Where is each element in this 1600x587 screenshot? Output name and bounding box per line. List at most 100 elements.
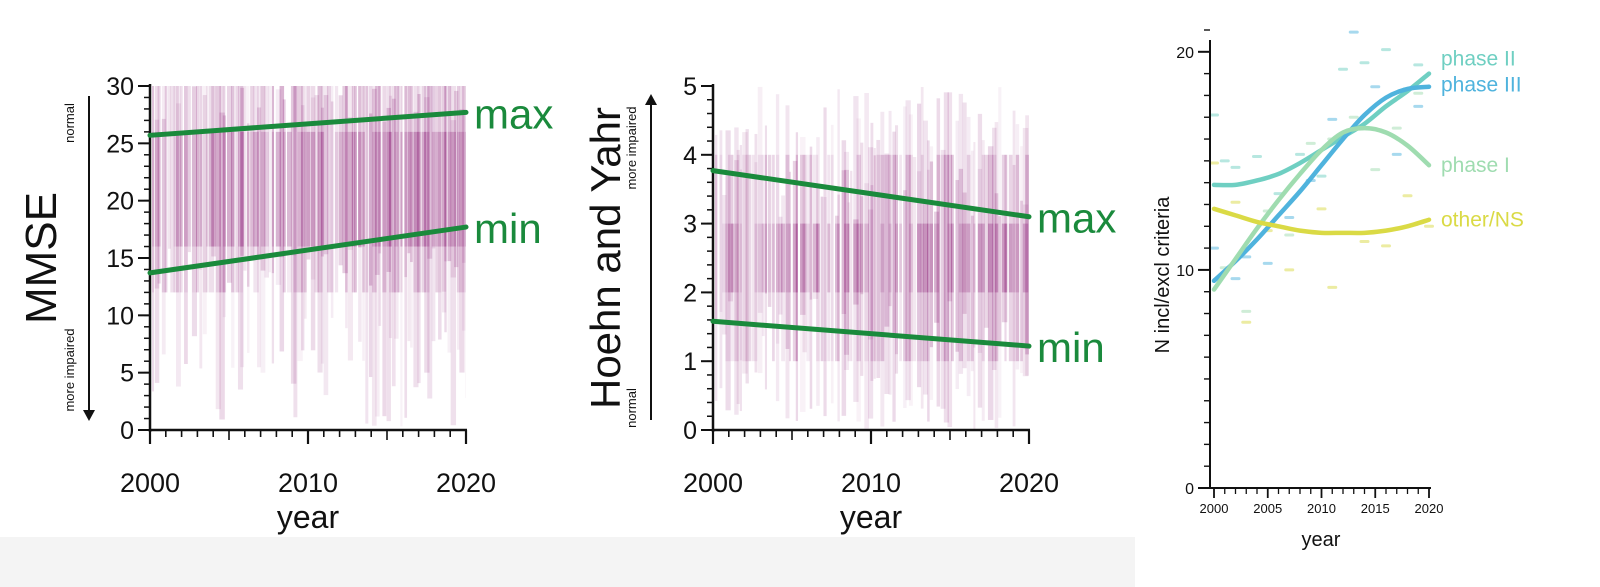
x-tick-label: 2010 [1307, 501, 1336, 516]
y-tick-label: 1 [683, 348, 697, 376]
heatmap-bar [391, 98, 396, 293]
heatmap-bar [837, 89, 840, 422]
heatmap-bar [287, 122, 292, 293]
heatmap-bar [371, 131, 377, 247]
heatmap-bar [725, 223, 731, 293]
heatmap-bar [827, 223, 831, 293]
heatmap-bar [880, 154, 885, 362]
heatmap-bar [1004, 154, 1007, 362]
heatmap-bar [410, 86, 413, 348]
mmse-direction-bottom: more impaired [62, 328, 77, 411]
heatmap-bar [351, 86, 356, 293]
marker-phase-iii [1284, 216, 1295, 220]
heatmap-bar [715, 134, 718, 401]
y-tick-label: 20 [106, 188, 134, 216]
y-tick-label: 10 [1176, 263, 1194, 280]
heatmap-bar [876, 154, 881, 362]
x-tick-label: 2020 [1415, 501, 1444, 516]
heatmap-bar [1020, 146, 1023, 374]
heatmap-bar [761, 223, 765, 293]
trend-line-phase-iii [1211, 84, 1432, 284]
heatmap-bar [987, 223, 994, 293]
heatmap-bar [222, 115, 227, 293]
heatmap-bar [271, 86, 275, 364]
heatmap-bar [438, 86, 442, 293]
heatmap-bar [715, 154, 718, 321]
heatmap-bar [462, 86, 466, 263]
heatmap-bar [386, 107, 391, 272]
heatmap-bar [1022, 204, 1029, 350]
heatmap-bar [310, 97, 316, 280]
heatmap-bar [235, 86, 239, 293]
heatmap-bar [240, 131, 245, 247]
heatmap-bar [279, 86, 285, 352]
heatmap-bar [202, 86, 207, 335]
fit-line-max [147, 109, 469, 138]
heatmap-bar [441, 86, 447, 313]
heatmap-bar [816, 137, 820, 406]
heatmap-bar [247, 131, 250, 247]
heatmap-bar [282, 99, 286, 293]
heatmap-bar [226, 131, 232, 247]
heatmap-bar [1020, 200, 1023, 362]
heatmap-bar [905, 154, 911, 362]
heatmap-bar [962, 102, 967, 369]
heatmap-bar [856, 118, 861, 422]
heatmap-bar [966, 223, 971, 293]
heatmap-bar [282, 131, 286, 247]
heatmap-bar [215, 131, 221, 247]
heatmap-bar [358, 86, 362, 342]
heatmap-bar [421, 86, 426, 293]
marker-phase-i [1305, 141, 1316, 145]
heatmap-bar [199, 86, 203, 369]
heatmap-bar [226, 86, 232, 283]
heatmap-bar [994, 223, 999, 293]
hoehn-yahr-heatmap-bars [715, 86, 1029, 430]
heatmap-bar [180, 131, 183, 247]
heatmap-bar [253, 86, 259, 293]
heatmap-bar [205, 86, 209, 293]
marker-phase-iii [1262, 261, 1273, 265]
heatmap-bar [400, 86, 403, 293]
heatmap-bar [764, 125, 768, 390]
heatmap-bar [806, 223, 811, 293]
heatmap-bar [378, 86, 382, 326]
heatmap-bar [164, 86, 168, 293]
heatmap-bar [431, 86, 436, 249]
heatmap-bar [320, 107, 325, 257]
hoehn-yahr-arrow-head-icon [645, 94, 657, 105]
heatmap-bar [800, 154, 806, 315]
heatmap-bar [176, 86, 181, 387]
heatmap-bar [375, 131, 380, 247]
marker-phase-ii [1209, 113, 1219, 117]
heatmap-bar [742, 154, 748, 362]
heatmap-bar [456, 131, 460, 247]
heatmap-bar [444, 86, 447, 333]
heatmap-bar [427, 86, 433, 399]
heatmap-bar [739, 223, 742, 293]
heatmap-bar [873, 155, 876, 362]
heatmap-bar [936, 98, 941, 407]
heatmap-bar [271, 86, 275, 274]
heatmap-bar [310, 131, 316, 247]
heatmap-bar [977, 168, 983, 353]
heatmap-bar [199, 86, 203, 270]
mmse-heatmap-bars [152, 86, 466, 427]
heatmap-bar [253, 131, 259, 247]
y-tick-label: 0 [683, 417, 697, 445]
heatmap-bar [465, 131, 466, 247]
heatmap-bar [413, 111, 419, 293]
series-label: phase II [1441, 47, 1516, 70]
heatmap-bar [154, 86, 160, 383]
heatmap-bar [860, 196, 864, 295]
heatmap-bar [905, 100, 911, 401]
heatmap-bar [365, 86, 369, 424]
heatmap-bar [958, 223, 964, 293]
heatmap-bar [184, 131, 188, 247]
marker-other-ns [1424, 224, 1434, 228]
heatmap-bar [864, 92, 869, 429]
trend-line-phase-i [1211, 125, 1432, 292]
heatmap-bar [864, 183, 869, 362]
heatmap-bar [330, 86, 334, 318]
heatmap-bar [934, 211, 940, 323]
